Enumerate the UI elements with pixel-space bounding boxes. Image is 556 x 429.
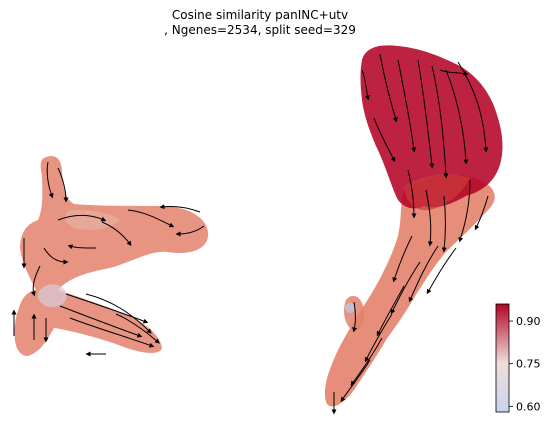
streamline xyxy=(445,69,469,165)
streamline xyxy=(69,317,155,348)
streamline xyxy=(101,221,132,246)
streamline xyxy=(57,215,107,222)
streamline xyxy=(474,195,489,231)
right-cluster-lower-body xyxy=(324,175,495,407)
right-cluster-transition xyxy=(404,174,470,211)
cell-cluster-right xyxy=(324,45,503,407)
streamline xyxy=(340,359,371,403)
right-cluster-side-blob xyxy=(344,295,365,331)
streamline xyxy=(159,204,201,213)
streamline xyxy=(350,337,383,387)
right-cluster-pale-dot xyxy=(345,303,355,313)
streamline xyxy=(59,305,143,338)
velocity-streamlines-left xyxy=(11,161,205,357)
chart-title-line2: , Ngenes=2534, split seed=329 xyxy=(164,23,356,37)
streamline xyxy=(65,293,149,324)
chart-title-line1: Cosine similarity panINC+utv xyxy=(171,8,349,22)
streamline xyxy=(457,61,489,153)
streamline xyxy=(85,293,152,334)
streamline xyxy=(67,244,97,250)
streamline xyxy=(30,265,41,297)
streamline xyxy=(425,189,433,247)
colorbar-tick-label: 0.60 xyxy=(516,400,541,413)
velocity-streamlines-right xyxy=(331,53,489,415)
streamline xyxy=(127,209,175,228)
streamline xyxy=(43,247,69,265)
streamline xyxy=(397,59,417,153)
streamline xyxy=(431,65,449,179)
streamline xyxy=(439,69,469,76)
streamline xyxy=(376,285,405,337)
colorbar: 0.60 0.75 0.90 xyxy=(495,303,541,413)
streamline xyxy=(426,247,457,295)
streamline xyxy=(407,169,417,219)
streamline xyxy=(379,53,398,123)
left-cluster-body xyxy=(14,155,209,356)
streamline xyxy=(458,179,471,243)
streamline xyxy=(115,313,160,344)
streamline xyxy=(57,167,69,203)
streamline xyxy=(441,195,447,253)
right-cluster-upper-body xyxy=(360,45,503,209)
colorbar-gradient xyxy=(495,303,510,413)
streamline xyxy=(46,161,54,199)
streamline xyxy=(417,59,435,169)
streamline xyxy=(175,225,205,237)
streamline xyxy=(408,245,439,303)
colorbar-ticks: 0.60 0.75 0.90 xyxy=(509,315,541,413)
colorbar-tick-label: 0.90 xyxy=(516,315,541,328)
colorbar-tick-label: 0.75 xyxy=(516,358,541,371)
streamline xyxy=(364,313,393,363)
left-cluster-pale-patch xyxy=(38,284,67,308)
streamline xyxy=(352,301,358,333)
streamline xyxy=(392,235,413,283)
streamline xyxy=(361,69,370,101)
streamline xyxy=(373,117,396,163)
streamline xyxy=(390,261,421,315)
chart-title: Cosine similarity panINC+utv , Ngenes=25… xyxy=(0,8,520,38)
